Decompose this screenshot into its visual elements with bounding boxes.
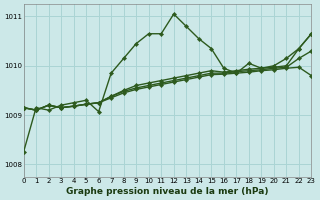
X-axis label: Graphe pression niveau de la mer (hPa): Graphe pression niveau de la mer (hPa)	[66, 187, 269, 196]
